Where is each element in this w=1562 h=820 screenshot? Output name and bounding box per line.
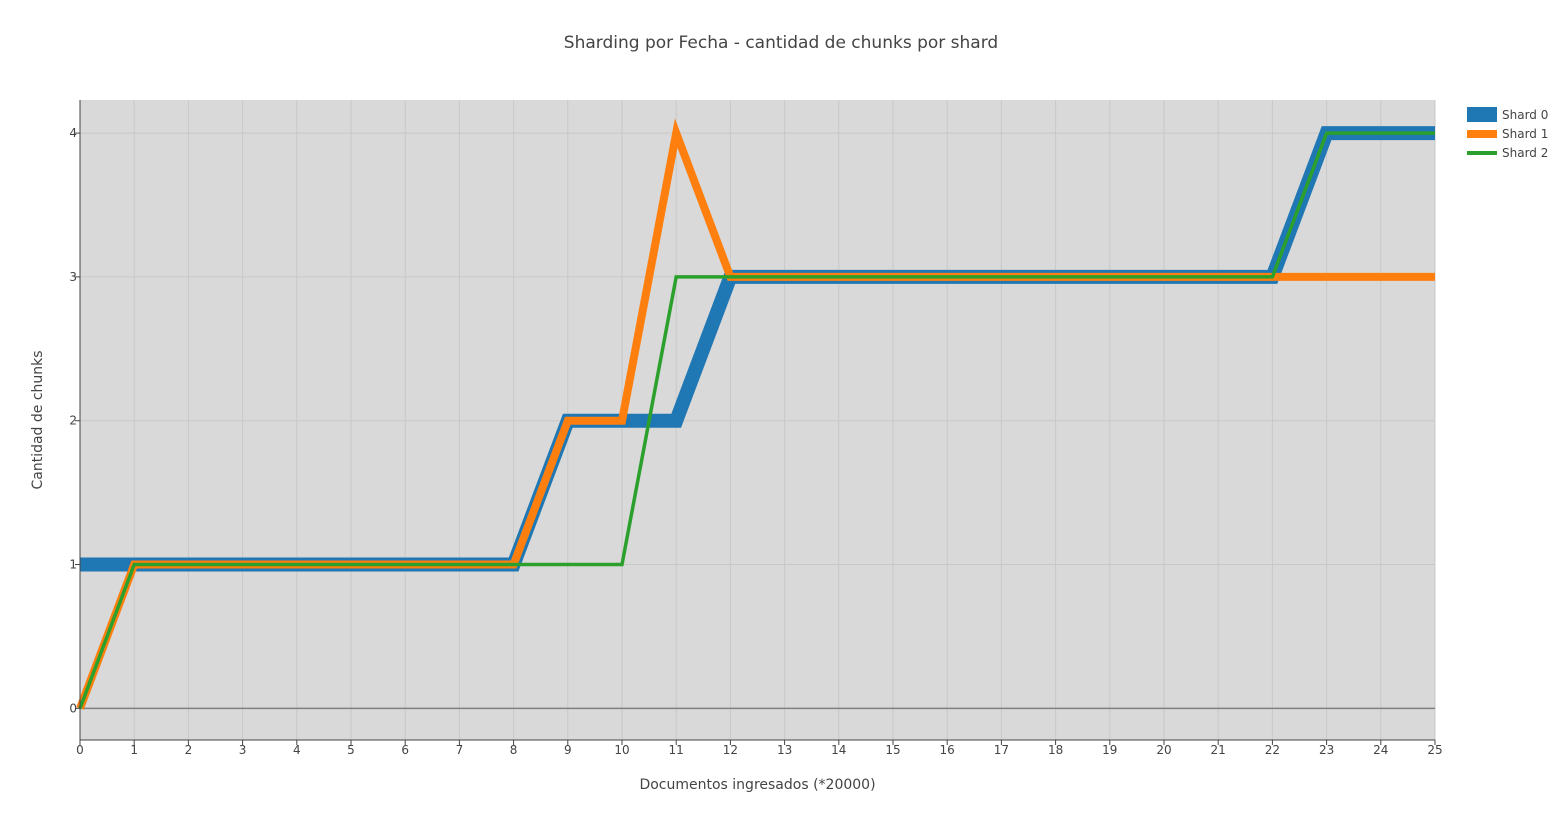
y-tick-label: 0 bbox=[69, 701, 77, 715]
x-tick-label: 0 bbox=[76, 743, 84, 757]
x-tick-label: 21 bbox=[1211, 743, 1226, 757]
axes: 0 1 2 3 4 5 6 7 8 9 10 11 12 13 14 15 16 17 18 19 20 21 22 23 24… bbox=[69, 100, 1443, 757]
x-tick-label: 1 bbox=[130, 743, 138, 757]
legend-item-shard-1[interactable]: Shard 1 bbox=[1467, 124, 1548, 143]
x-tick-label: 20 bbox=[1156, 743, 1171, 757]
y-tick-label: 3 bbox=[69, 270, 77, 284]
x-tick-label: 3 bbox=[239, 743, 247, 757]
x-tick-label: 18 bbox=[1048, 743, 1063, 757]
x-tick-label: 9 bbox=[564, 743, 572, 757]
plot-area bbox=[80, 100, 1435, 740]
x-tick-label: 11 bbox=[669, 743, 684, 757]
legend: Shard 0 Shard 1 Shard 2 bbox=[1467, 105, 1548, 162]
x-tick-label: 25 bbox=[1427, 743, 1442, 757]
x-axis-title: Documentos ingresados (*20000) bbox=[639, 777, 876, 793]
legend-label: Shard 1 bbox=[1502, 126, 1549, 141]
x-tick-label: 17 bbox=[994, 743, 1009, 757]
x-tick-label: 7 bbox=[456, 743, 464, 757]
legend-swatch-shard-2 bbox=[1467, 150, 1497, 155]
x-tick-label: 24 bbox=[1373, 743, 1388, 757]
x-tick-label: 5 bbox=[347, 743, 355, 757]
legend-item-shard-0[interactable]: Shard 0 bbox=[1467, 105, 1548, 124]
y-tick-label: 1 bbox=[69, 558, 77, 572]
chart-title: Sharding por Fecha - cantidad de chunks … bbox=[563, 33, 999, 53]
x-tick-label: 6 bbox=[401, 743, 409, 757]
x-tick-label: 22 bbox=[1265, 743, 1280, 757]
plot-background bbox=[80, 100, 1435, 740]
x-tick-label: 14 bbox=[831, 743, 846, 757]
x-tick-label: 15 bbox=[885, 743, 900, 757]
series-lines[interactable] bbox=[76, 118, 1435, 710]
legend-swatch-shard-1 bbox=[1467, 129, 1497, 138]
y-axis-title: Cantidad de chunks bbox=[30, 350, 46, 490]
y-tick-label: 4 bbox=[69, 126, 77, 140]
x-tick-label: 8 bbox=[510, 743, 518, 757]
x-tick-label: 19 bbox=[1102, 743, 1117, 757]
legend-swatch-shard-0 bbox=[1467, 107, 1497, 122]
x-tick-label: 23 bbox=[1319, 743, 1334, 757]
x-tick-label: 4 bbox=[293, 743, 301, 757]
y-tick-label: 2 bbox=[69, 414, 77, 428]
x-tick-label: 16 bbox=[940, 743, 955, 757]
x-tick-label: 12 bbox=[723, 743, 738, 757]
x-tick-label: 13 bbox=[777, 743, 792, 757]
legend-label: Shard 0 bbox=[1502, 107, 1549, 122]
legend-item-shard-2[interactable]: Shard 2 bbox=[1467, 143, 1548, 162]
x-tick-label: 2 bbox=[185, 743, 193, 757]
legend-label: Shard 2 bbox=[1502, 145, 1549, 160]
x-tick-label: 10 bbox=[614, 743, 629, 757]
series-line-shard-2[interactable] bbox=[78, 131, 1435, 710]
